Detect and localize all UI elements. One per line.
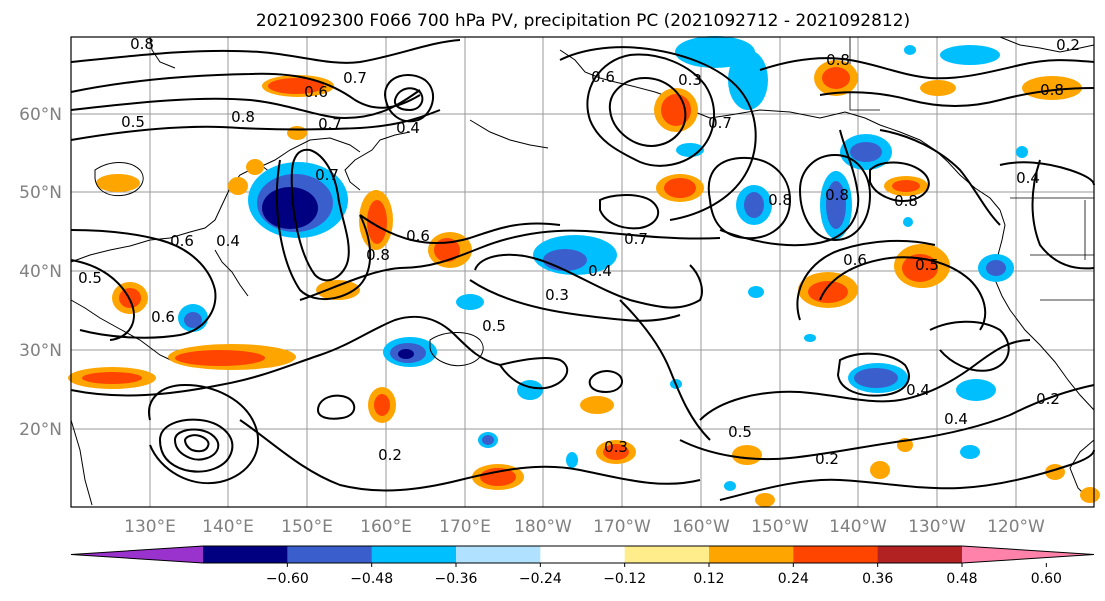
colorbar-swatch <box>540 546 626 563</box>
contour-label: 0.5 <box>78 269 102 287</box>
contour-label: 0.6 <box>151 308 175 326</box>
lon-label: 150°W <box>751 517 809 537</box>
contour-label: 0.4 <box>944 410 968 428</box>
lat-axis: 60°N 50°N 40°N 30°N 20°N <box>19 105 62 440</box>
lon-label: 170°E <box>439 517 491 537</box>
contour-label: 0.5 <box>121 113 145 131</box>
contour-label: 0.4 <box>588 262 612 280</box>
contour-label: 0.6 <box>591 68 615 86</box>
contour-label: 0.8 <box>231 108 255 126</box>
colorbar-swatch <box>793 546 879 563</box>
colorbar-swatch <box>456 546 541 563</box>
pv-contours-thin <box>94 162 484 367</box>
contour-label: 0.6 <box>843 251 867 269</box>
colorbar-tick-label: −0.48 <box>350 571 393 587</box>
contour-label: 0.8 <box>826 51 850 69</box>
contour-label: 0.8 <box>366 246 390 264</box>
map-panel: 0.8 0.7 0.6 0.5 0.8 0.7 0.7 0.5 0.6 0.4 … <box>68 35 1100 508</box>
contour-label: 0.3 <box>604 438 628 456</box>
colorbar-tick-label: −0.24 <box>519 571 562 587</box>
lon-axis: 130°E 140°E 150°E 160°E 170°E 180°W 170°… <box>124 517 1045 537</box>
colorbar: −0.60 −0.48 −0.36 −0.24 −0.12 0.12 0.24 0.36 0.4… <box>70 545 1095 587</box>
colorbar-swatch <box>877 546 963 563</box>
contour-label: 0.8 <box>894 192 918 210</box>
colorbar-swatch <box>287 546 373 563</box>
contour-label: 0.4 <box>906 381 930 399</box>
map-title: 2021092300 F066 700 hPa PV, precipitatio… <box>256 11 910 31</box>
colorbar-tick-label: 0.12 <box>693 571 724 587</box>
contour-label: 0.6 <box>406 227 430 245</box>
contour-label: 0.3 <box>678 71 702 89</box>
contour-label: 0.3 <box>545 286 569 304</box>
colorbar-swatch <box>71 546 203 563</box>
contour-label: 0.8 <box>768 191 792 209</box>
contour-label: 0.2 <box>378 446 402 464</box>
lat-label: 20°N <box>19 420 62 440</box>
lat-label: 30°N <box>19 341 62 361</box>
colorbar-tick-label: 0.60 <box>1031 571 1062 587</box>
lon-label: 150°E <box>281 517 333 537</box>
lat-label: 60°N <box>19 105 62 125</box>
colorbar-swatch <box>371 546 457 563</box>
colorbar-ticks: −0.60 −0.48 −0.36 −0.24 −0.12 0.12 0.24 0.36 0.4… <box>266 563 1062 587</box>
colorbar-swatch <box>624 546 710 563</box>
colorbar-swatch <box>709 546 794 563</box>
colorbar-swatch <box>203 546 288 563</box>
colorbar-swatches <box>70 545 1095 564</box>
contour-label: 0.6 <box>170 232 194 250</box>
pv-contours <box>70 39 1095 501</box>
lon-label: 120°W <box>987 517 1045 537</box>
lon-label: 170°W <box>593 517 651 537</box>
colorbar-swatch <box>962 546 1094 563</box>
borders <box>849 37 1094 301</box>
contour-label: 0.5 <box>915 256 939 274</box>
contour-label: 0.5 <box>482 317 506 335</box>
colorbar-tick-label: 0.24 <box>778 571 809 587</box>
lon-label: 160°E <box>360 517 412 537</box>
contour-labels: 0.8 0.7 0.6 0.5 0.8 0.7 0.7 0.5 0.6 0.4 … <box>78 35 1080 468</box>
lon-label: 130°W <box>908 517 966 537</box>
contour-label: 0.2 <box>815 450 839 468</box>
colorbar-tick-label: −0.36 <box>435 571 478 587</box>
colorbar-tick-label: 0.48 <box>946 571 977 587</box>
contour-label: 0.2 <box>1036 390 1060 408</box>
colorbar-tick-label: −0.12 <box>603 571 646 587</box>
contour-label: 0.7 <box>708 114 732 132</box>
lon-label: 180°W <box>514 517 572 537</box>
contour-label: 0.8 <box>825 186 849 204</box>
precip-positive <box>68 60 1100 507</box>
colorbar-outline <box>70 545 1095 564</box>
contour-label: 0.2 <box>1056 36 1080 54</box>
contour-label: 0.5 <box>728 423 752 441</box>
coastlines <box>70 36 1095 506</box>
contour-label: 0.8 <box>1040 81 1064 99</box>
contour-label: 0.7 <box>343 69 367 87</box>
lon-label: 140°W <box>829 517 887 537</box>
contour-label: 0.7 <box>315 166 339 184</box>
lat-label: 50°N <box>19 183 62 203</box>
map-frame <box>70 36 1095 508</box>
contour-label: 0.4 <box>396 119 420 137</box>
lon-label: 140°E <box>202 517 254 537</box>
contour-label: 0.8 <box>130 35 154 53</box>
lat-label: 40°N <box>19 262 62 282</box>
contour-label: 0.4 <box>1016 169 1040 187</box>
lon-label: 160°W <box>672 517 730 537</box>
contour-label: 0.4 <box>216 232 240 250</box>
colorbar-tick-label: −0.60 <box>266 571 309 587</box>
lon-label: 130°E <box>124 517 176 537</box>
contour-label: 0.7 <box>318 115 342 133</box>
colorbar-tick-label: 0.36 <box>862 571 893 587</box>
contour-label: 0.6 <box>304 83 328 101</box>
contour-label: 0.7 <box>624 230 648 248</box>
